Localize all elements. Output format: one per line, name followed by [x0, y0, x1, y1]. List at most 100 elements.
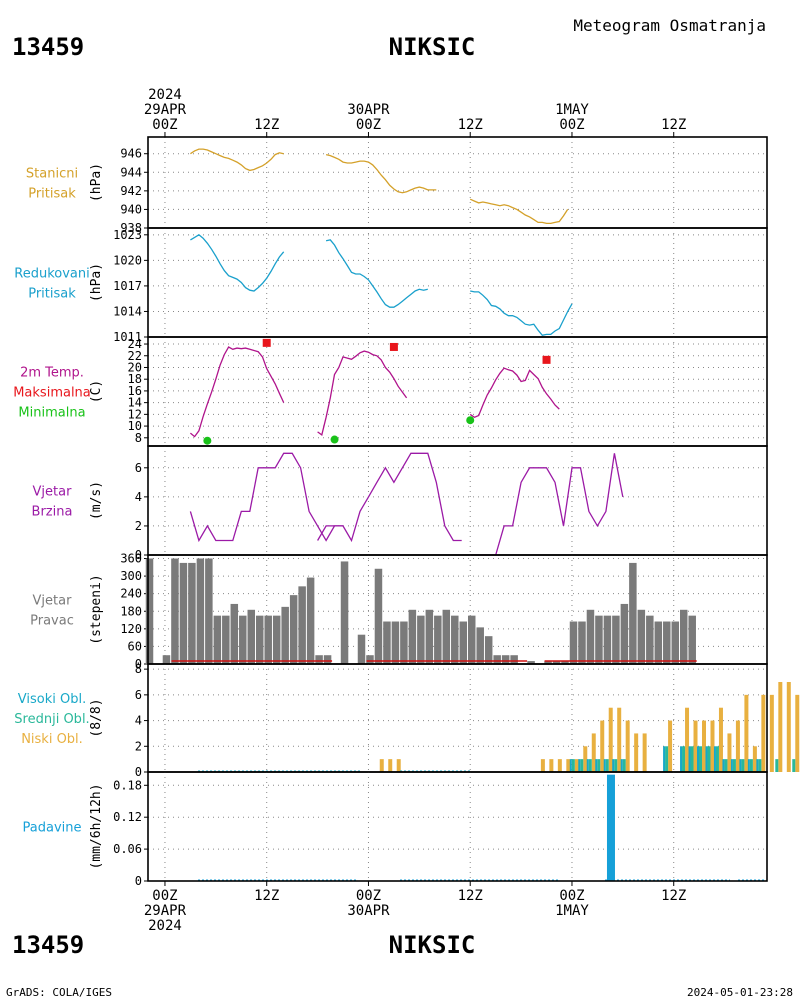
- winddir-bar: [400, 621, 408, 664]
- low-cloud-bar: [668, 720, 673, 772]
- panel-frame: [147, 663, 768, 773]
- high-cloud-bar: [569, 759, 572, 772]
- winddir-bar: [289, 595, 298, 664]
- mid-cloud-bar: [690, 746, 694, 772]
- low-cloud-bar: [744, 694, 749, 772]
- winddir-bar: [383, 621, 391, 664]
- top-time-label: 12Z: [661, 117, 686, 133]
- ylabel-stanicni: (hPa): [89, 163, 104, 202]
- winddir-bar: [247, 609, 256, 664]
- low-cloud-bar: [710, 720, 715, 772]
- winddir-bar: [306, 577, 315, 664]
- ylabel-pravac: (stepeni): [89, 574, 104, 644]
- winddir-bar: [552, 661, 561, 664]
- low-cloud-bar: [761, 694, 766, 772]
- mid-cloud-bar: [614, 759, 618, 772]
- top-time-label: 2024: [148, 87, 182, 103]
- winddir-bar: [298, 586, 306, 664]
- ytick-label: 1011: [113, 330, 142, 344]
- ytick-label: 1014: [113, 304, 142, 318]
- mid-cloud-bar: [571, 759, 575, 772]
- ytick-label: 0.18: [113, 778, 142, 792]
- bottom-time-label: 12Z: [458, 888, 483, 904]
- winddir-bar: [281, 606, 289, 664]
- top-time-label: 29APR: [144, 102, 187, 118]
- ytick-label: 946: [120, 147, 142, 161]
- low-cloud-bar: [778, 682, 783, 772]
- top-time-label: 00Z: [356, 117, 381, 133]
- winddir-bar: [255, 615, 264, 664]
- mid-cloud-bar: [622, 759, 626, 772]
- winddir-bar: [391, 621, 400, 664]
- stanicni-series-0: [190, 148, 284, 172]
- top-time-label: 00Z: [559, 117, 584, 133]
- ytick-label: 20: [128, 360, 142, 374]
- stanicni-series-1: [325, 153, 437, 194]
- high-cloud-bar: [705, 746, 708, 772]
- high-cloud-bar: [578, 759, 581, 772]
- ytick-label: 180: [120, 604, 142, 618]
- panel-frame: [147, 336, 768, 447]
- mid-cloud-bar: [605, 759, 609, 772]
- ytick-label: 944: [120, 165, 142, 179]
- winddir-bar: [671, 621, 680, 664]
- legend-label: Pritisak: [28, 187, 76, 202]
- winddir-bar: [612, 615, 620, 664]
- top-time-label: 12Z: [458, 117, 483, 133]
- legend-label: 2m Temp.: [20, 366, 84, 381]
- brzina-series-2: [470, 453, 624, 556]
- panel-oblaci: 0 2 4 6 8 (8/8)Visoki Obl. Srednji Obl. Niski O…: [14, 662, 800, 779]
- ytick-label: 22: [128, 349, 142, 363]
- ytick-label: 14: [128, 396, 142, 410]
- station-id-bottom: 13459: [12, 931, 84, 959]
- winddir-bar: [272, 615, 281, 664]
- high-cloud-bar: [688, 746, 691, 772]
- mid-cloud-bar: [732, 759, 736, 772]
- high-cloud-bar: [612, 759, 615, 772]
- ytick-label: 0.12: [113, 810, 142, 824]
- redukovani-series-1: [325, 239, 428, 308]
- winddir-bar: [264, 615, 272, 664]
- winddir-bar: [654, 621, 663, 664]
- winddir-bar: [586, 609, 595, 664]
- tmax-marker: [262, 338, 271, 347]
- ytick-label: 4: [135, 490, 142, 504]
- ytick-label: 8: [135, 431, 142, 445]
- winddir-bar: [188, 562, 196, 664]
- ytick-label: 1017: [113, 279, 142, 293]
- low-cloud-bar: [727, 733, 732, 772]
- winddir-bar: [323, 655, 332, 664]
- high-cloud-bar: [663, 746, 666, 772]
- high-cloud-bar: [739, 759, 742, 772]
- bottom-time-label: 29APR: [144, 903, 187, 919]
- bottom-time-label: 12Z: [254, 888, 279, 904]
- winddir-bar: [366, 655, 374, 664]
- precip-bar: [606, 774, 615, 881]
- mid-cloud-bar: [724, 759, 728, 772]
- legend-label: Padavine: [23, 821, 82, 836]
- winddir-bar: [527, 661, 535, 664]
- ytick-label: 10: [128, 419, 142, 433]
- winddir-bar: [561, 661, 569, 664]
- low-cloud-bar: [752, 746, 757, 772]
- brzina-series-1: [317, 452, 462, 543]
- low-cloud-bar: [566, 759, 571, 772]
- mid-cloud-bar: [749, 759, 753, 772]
- tmin-marker: [330, 435, 339, 444]
- high-cloud-bar: [680, 746, 683, 772]
- mid-cloud-bar: [775, 759, 779, 772]
- winddir-bar: [222, 615, 230, 664]
- low-cloud-bar: [600, 720, 605, 772]
- mid-cloud-bar: [665, 746, 669, 772]
- high-cloud-bar: [730, 759, 733, 772]
- low-cloud-bar: [617, 707, 622, 772]
- station-name-top: NIKSIC: [389, 33, 476, 61]
- legend-label: Minimalna: [18, 406, 85, 421]
- mid-cloud-bar: [699, 746, 702, 772]
- top-time-label: 00Z: [152, 117, 177, 133]
- winddir-bar: [374, 568, 383, 664]
- winddir-bar: [442, 609, 451, 664]
- low-cloud-bar: [388, 759, 393, 772]
- winddir-bar: [205, 558, 213, 664]
- winddir-bar: [646, 615, 654, 664]
